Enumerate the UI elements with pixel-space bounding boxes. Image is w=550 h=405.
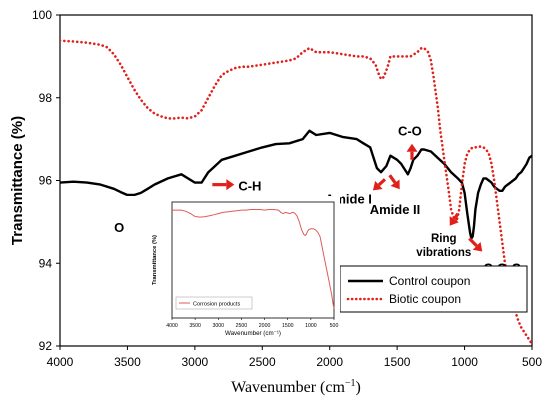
arrow-co-head xyxy=(406,143,418,152)
arrow-ring-shaft xyxy=(452,212,460,221)
inset-legend-label: Corrosion products xyxy=(193,301,240,307)
inset-x-axis-title: Wavenumber (cm⁻¹) xyxy=(225,330,281,337)
inset-x-tick-label: 500 xyxy=(330,323,339,329)
x-tick-label: 3000 xyxy=(182,355,209,369)
series-line-control-coupon xyxy=(60,129,532,240)
x-tick-label: 1500 xyxy=(384,355,411,369)
y-tick-label: 100 xyxy=(32,8,52,22)
x-tick-label: 500 xyxy=(522,355,542,369)
annotation-vibrations: vibrations xyxy=(416,247,471,259)
series-line-biotic-coupon xyxy=(60,39,532,346)
inset-x-tick-label: 3500 xyxy=(189,323,201,329)
inset-background xyxy=(124,196,340,336)
main-legend-box xyxy=(339,265,528,313)
inset-y-axis-title: Transmittance (%) xyxy=(152,235,158,285)
arrow-coc xyxy=(468,237,483,252)
x-tick-label: 3500 xyxy=(114,355,141,369)
arrow-co xyxy=(406,143,418,160)
y-tick-label: 92 xyxy=(39,339,53,353)
legend-label-biotic: Biotic coupon xyxy=(389,292,461,306)
inset-x-tick-label: 3000 xyxy=(213,323,225,329)
main-plot: 4000 3500 3000 2500 2000 1500 1000 500 92 94 96 98 1… xyxy=(9,8,542,396)
inset-x-tick-label: 2000 xyxy=(259,323,271,329)
x-tick-label: 2500 xyxy=(249,355,276,369)
inset-frame xyxy=(171,201,335,319)
x-axis-title-sup: −1 xyxy=(345,378,356,389)
inset-x-tick-label: 1500 xyxy=(282,323,294,329)
inset-legend: Corrosion products xyxy=(175,296,253,310)
arrow-ring-head xyxy=(449,216,459,226)
inset-x-tick-label: 4000 xyxy=(166,323,178,329)
arrow-ring xyxy=(449,212,460,226)
arrow-ch xyxy=(212,179,235,191)
arrow-amide-i-shaft xyxy=(377,178,387,187)
x-tick-label: 4000 xyxy=(47,355,74,369)
y-tick-label: 94 xyxy=(39,256,53,270)
y-axis-title: Transmittance (%) xyxy=(9,116,26,245)
arrow-amide-ii-head xyxy=(390,179,400,190)
inset-plot: 4000 3500 3000 2500 2000 1500 1000 500 Wavenumbe… xyxy=(124,196,340,337)
annotation-co: C-O xyxy=(398,124,422,139)
arrow-amide-i xyxy=(372,178,387,191)
annotation-ring: Ring xyxy=(431,233,457,245)
x-axis-title-main: Wavenumber (cm xyxy=(231,379,345,396)
inset-x-tick-label: 1000 xyxy=(305,323,317,329)
inset-series-line xyxy=(172,209,335,309)
arrow-amide-ii xyxy=(388,174,400,190)
arrow-coc-head xyxy=(472,241,483,252)
main-legend: Control coupon Biotic coupon xyxy=(339,265,528,313)
x-tick-label: 2000 xyxy=(316,355,343,369)
x-tick-label: 1000 xyxy=(451,355,478,369)
arrow-amide-i-head xyxy=(372,180,383,191)
y-tick-label: 98 xyxy=(39,91,53,105)
inset-x-tick-label: 2500 xyxy=(236,323,248,329)
arrow-ch-head xyxy=(226,179,235,191)
inset-legend-box xyxy=(175,296,253,310)
arrow-coc-shaft xyxy=(468,237,478,247)
x-axis-title: Wavenumber (cm−1) xyxy=(231,378,361,396)
annotation-ch: C-H xyxy=(238,179,261,194)
annotation-amide-ii: Amide II xyxy=(370,202,421,217)
y-tick-label: 96 xyxy=(39,174,53,188)
arrow-amide-ii-shaft xyxy=(388,174,397,184)
x-axis-title-close: ) xyxy=(356,379,361,396)
legend-label-control: Control coupon xyxy=(389,274,470,288)
